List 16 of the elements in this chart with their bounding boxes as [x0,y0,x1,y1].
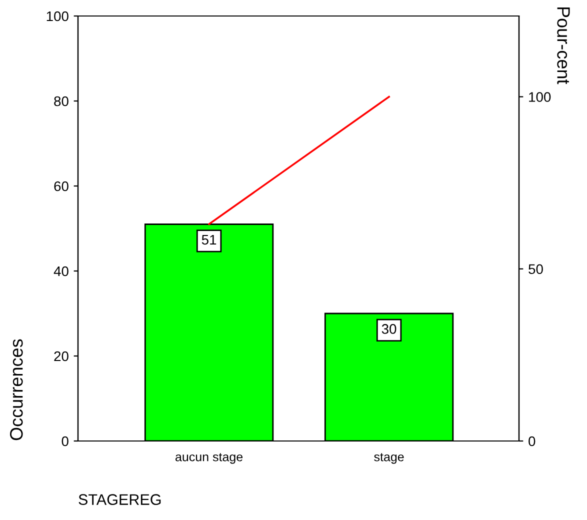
y-tick-label: 80 [54,96,68,106]
x-tick-label: aucun stage [176,453,243,464]
y-tick-label: 100 [46,11,68,22]
data-label: 30 [382,324,396,334]
y-tick-label: 60 [54,181,68,192]
y-tick-label: 40 [54,266,68,276]
y2-axis-title: Pour-cent [557,7,570,84]
y2-tick-label: 50 [528,264,543,274]
y2-tick-label: 100 [529,92,551,102]
x-axis-title: STAGEREG [78,494,161,505]
y-tick-label: 0 [62,436,68,446]
x-tick-label: stage [374,453,404,464]
y-axis-title: Occurrences [10,339,23,440]
y2-tick-label: 0 [528,436,536,446]
y-tick-label: 20 [54,351,68,362]
data-label: 51 [202,234,216,245]
